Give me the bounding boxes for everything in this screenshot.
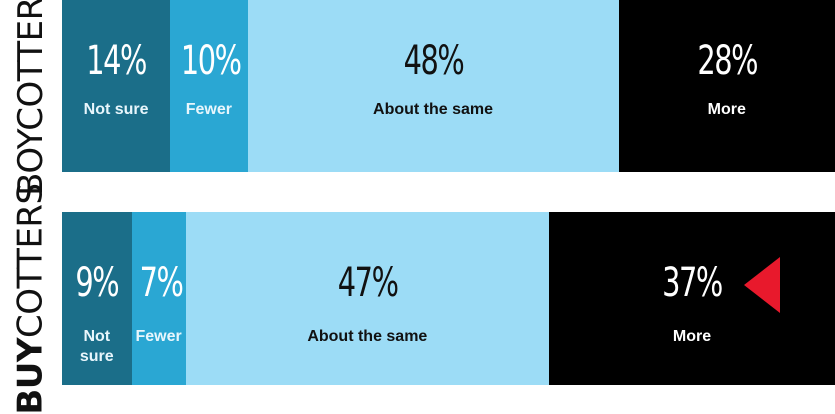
stacked-bar-boycotters: 14% Not sure 10% Fewer 48% About the same 28% M… xyxy=(62,0,835,172)
segment-category-label: More xyxy=(672,328,712,345)
highlight-triangle-shape xyxy=(743,257,780,313)
data-label-percent: 48% xyxy=(403,38,464,84)
bar-segment-more: 37% More xyxy=(548,212,835,385)
bar-segment-more: 28% More xyxy=(618,0,835,172)
segment-category-label: About the same xyxy=(373,101,494,118)
bar-segment-fewer: 7% Fewer xyxy=(131,212,186,385)
boycotters-row: BOYCOTTERS 14% Not sure 10% Fewer 48% About t… xyxy=(0,0,835,196)
segment-category-label: More xyxy=(707,101,746,118)
data-label-percent: 28% xyxy=(696,38,758,84)
data-label-percent: 9% xyxy=(75,260,119,306)
row-label-buycotters: BUYCOTTERS xyxy=(0,183,62,414)
bar-segment-about-the-same: 48% About the same xyxy=(247,0,619,172)
row-label-regular: BOYCOTTERS xyxy=(11,0,52,196)
row-label-regular: COTTERS xyxy=(11,182,52,338)
bar-segment-not-sure: 14% Not sure xyxy=(62,0,171,172)
bar-segment-fewer: 10% Fewer xyxy=(170,0,248,172)
bar-segment-not-sure: 9% Not sure xyxy=(62,212,132,385)
data-label-percent: 14% xyxy=(86,38,147,84)
row-label-bold: BUY xyxy=(11,337,52,414)
data-label-percent: 10% xyxy=(181,38,242,84)
row-label-boycotters: BOYCOTTERS xyxy=(0,0,62,196)
segment-category-label: Not sure xyxy=(79,328,114,365)
segment-category-label: About the same xyxy=(307,328,428,345)
data-label-percent: 7% xyxy=(139,260,183,306)
segment-category-label: Not sure xyxy=(83,101,149,118)
highlight-triangle-icon xyxy=(743,257,780,313)
segment-category-label: Fewer xyxy=(135,328,182,345)
buycotters-row: BUYCOTTERS 9% Not sure 7% Fewer 47% About the… xyxy=(0,183,835,414)
data-label-percent: 37% xyxy=(662,260,723,306)
bar-segment-about-the-same: 47% About the same xyxy=(185,212,549,385)
stacked-bar-buycotters: 9% Not sure 7% Fewer 47% About the same 37% Mor… xyxy=(62,212,835,385)
segment-category-label: Fewer xyxy=(185,101,232,118)
data-label-percent: 47% xyxy=(337,260,398,306)
